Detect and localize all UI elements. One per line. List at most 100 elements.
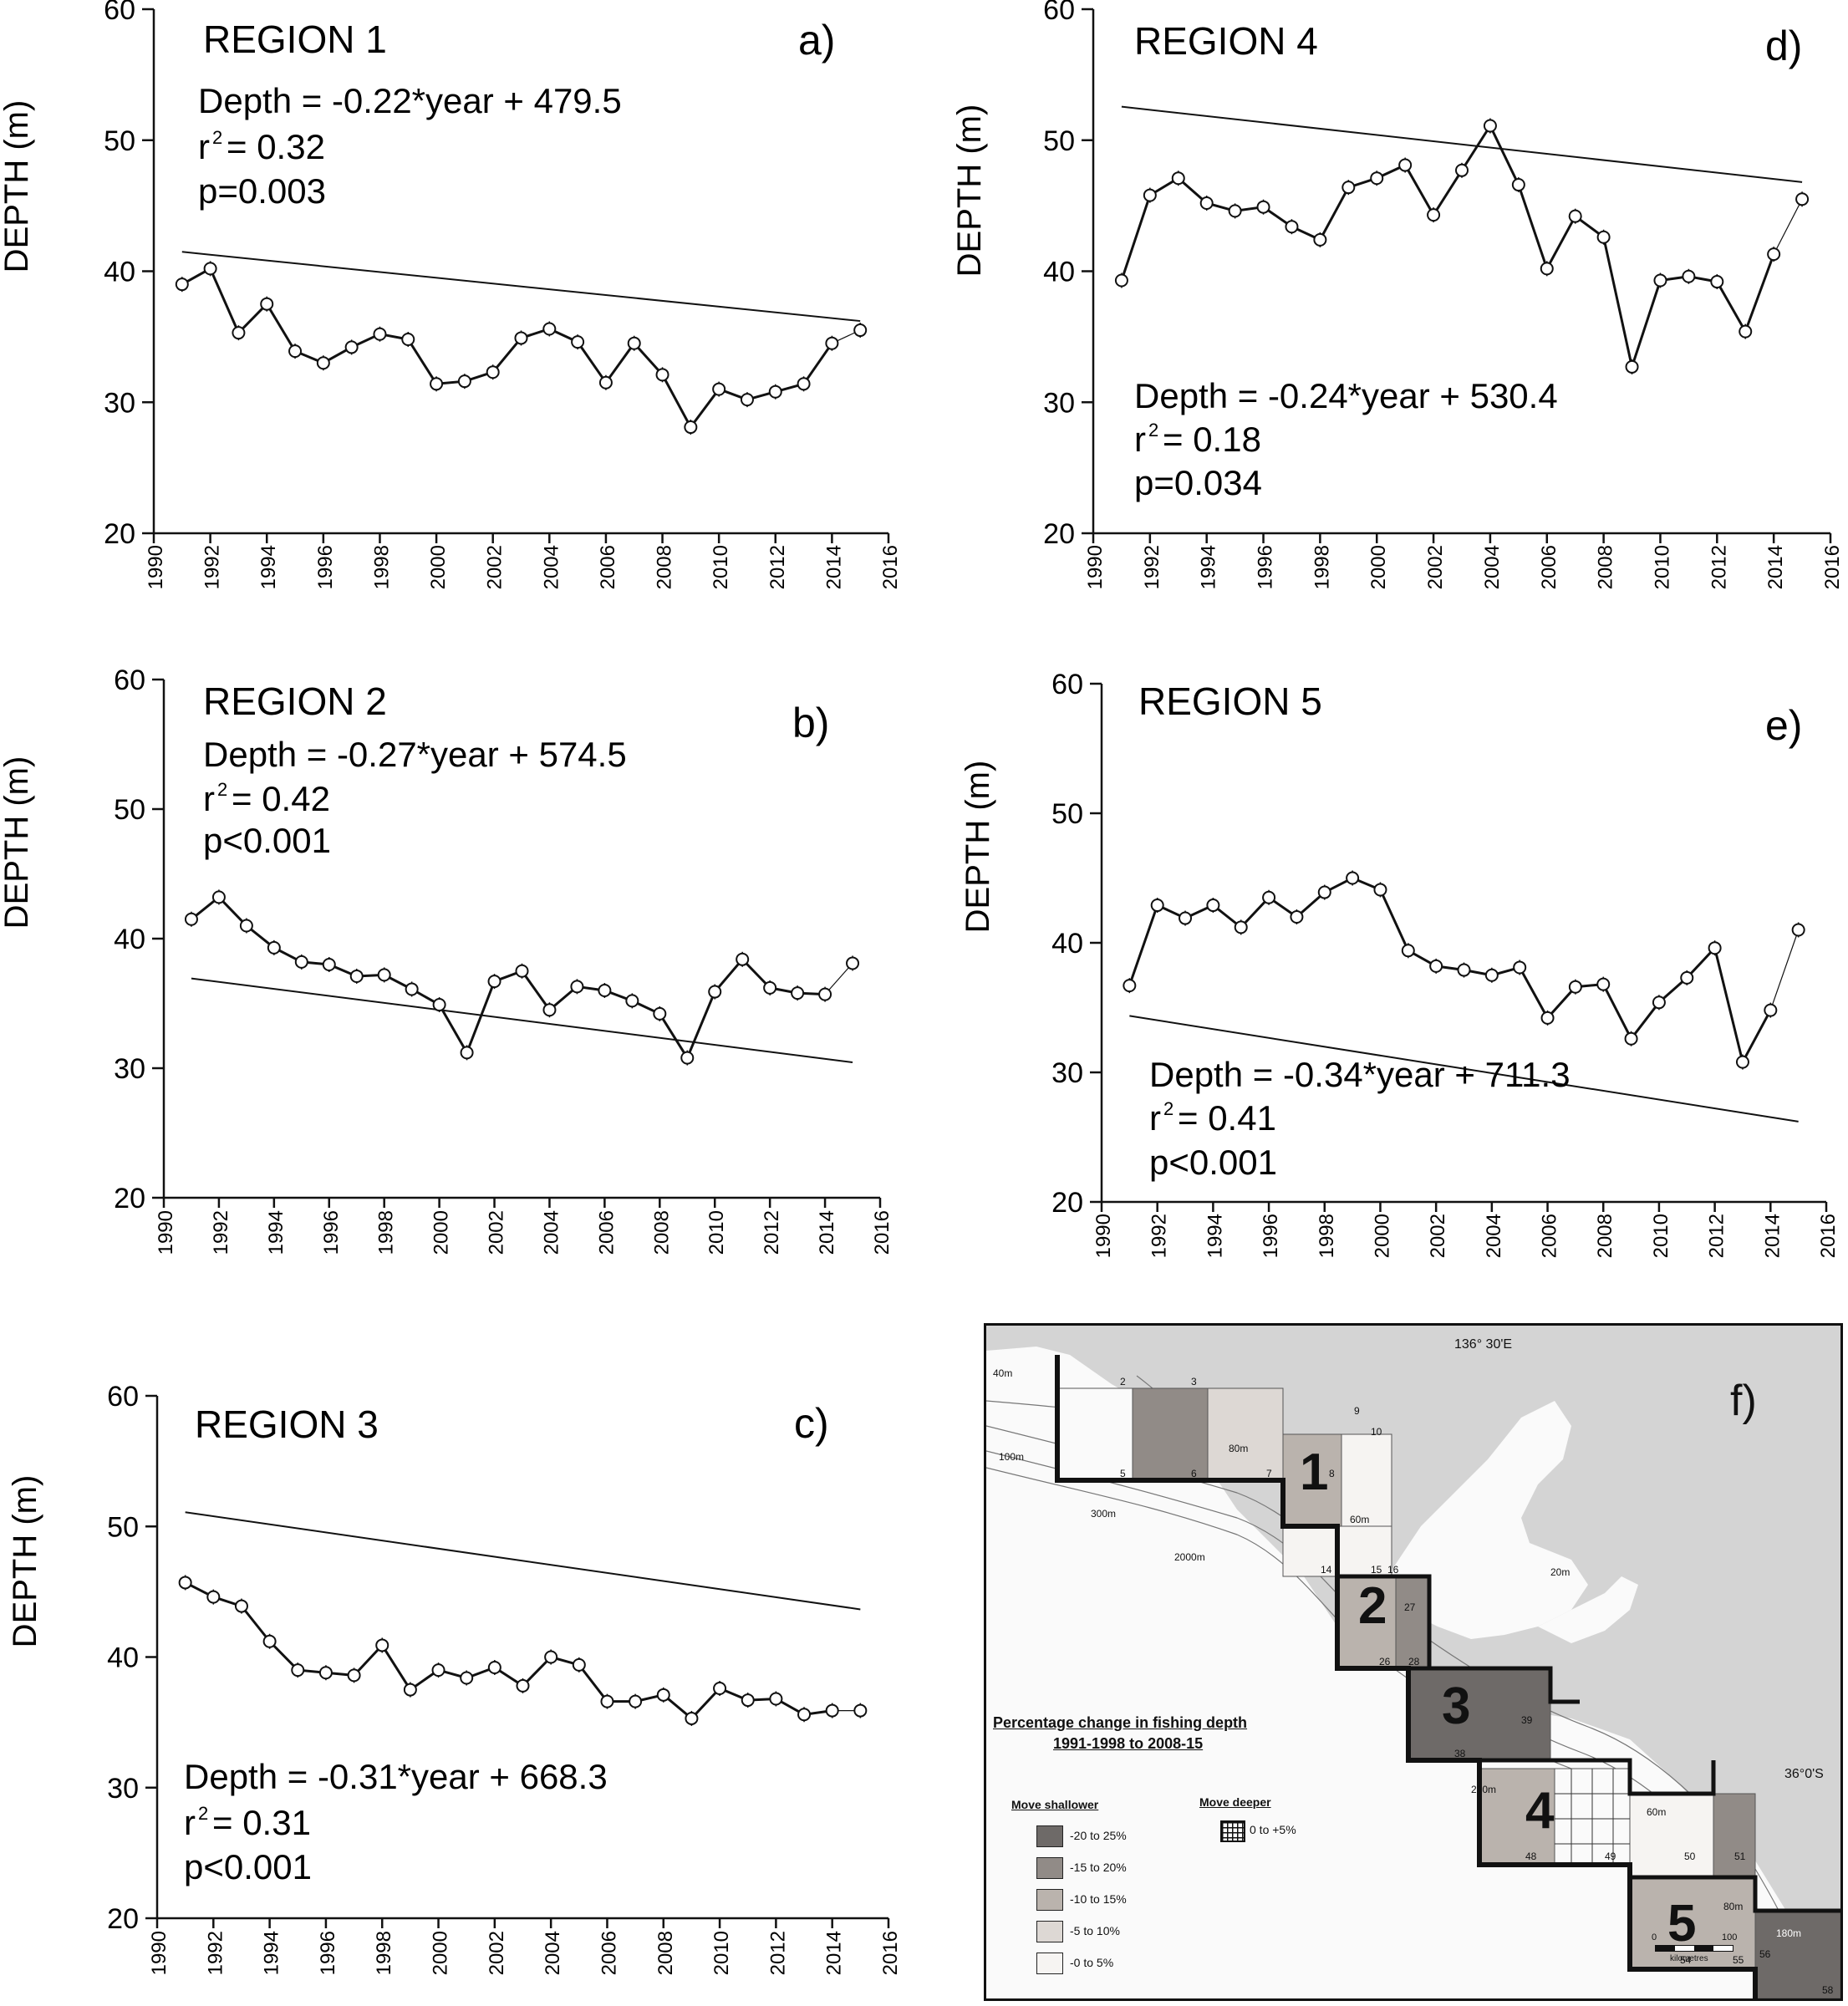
cell-number: 15 <box>1371 1564 1382 1576</box>
data-point <box>1710 275 1724 289</box>
data-point <box>1290 910 1304 924</box>
y-tick-label: 20 <box>114 1183 145 1214</box>
x-tick-label: 2000 <box>427 545 450 589</box>
data-point <box>542 322 557 336</box>
data-point <box>232 326 246 340</box>
contour-label: 60m <box>1350 1514 1370 1525</box>
data-point <box>1596 977 1611 991</box>
x-tick-label: 1994 <box>265 1210 288 1255</box>
x-tick-label: 2012 <box>766 545 789 589</box>
y-axis-label: DEPTH (m) <box>7 1475 43 1648</box>
contour-label: 300m <box>1091 1508 1117 1520</box>
data-point <box>262 1634 277 1648</box>
data-point <box>571 335 585 349</box>
data-point <box>570 980 584 994</box>
data-point <box>544 1650 558 1664</box>
cell-number: 26 <box>1379 1656 1391 1667</box>
y-tick-label: 60 <box>114 664 145 696</box>
y-tick-label: 20 <box>1051 1187 1083 1219</box>
data-point <box>515 964 529 978</box>
x-tick-label: 1992 <box>1141 545 1163 589</box>
cell-number: 2 <box>1120 1376 1126 1387</box>
y-tick-label: 50 <box>1043 125 1075 157</box>
data-point <box>627 336 641 350</box>
x-tick-label: 2016 <box>1821 545 1844 589</box>
data-point <box>487 1661 501 1674</box>
cell-number: 5 <box>1120 1468 1126 1479</box>
trend-line <box>1129 1015 1799 1123</box>
x-tick-label: 1990 <box>155 1210 177 1255</box>
series-line <box>191 895 826 1061</box>
cell-number: 6 <box>1191 1468 1197 1479</box>
y-tick-label: 20 <box>1043 518 1075 550</box>
data-point <box>572 1657 586 1672</box>
data-point <box>736 952 750 966</box>
data-point <box>1767 247 1781 262</box>
gulf-water-2 <box>1538 1576 1638 1643</box>
x-tick-label: 2010 <box>710 545 732 589</box>
x-tick-label: 2006 <box>598 1931 620 1975</box>
data-point <box>175 277 189 292</box>
data-point <box>1143 188 1157 202</box>
data-point <box>1346 871 1360 885</box>
cell-number: 38 <box>1454 1748 1466 1759</box>
x-tick-label: 1998 <box>375 1210 398 1255</box>
contour-label: 200m <box>1471 1784 1497 1795</box>
data-point <box>377 968 391 982</box>
data-point <box>288 344 303 359</box>
x-tick-label: 2002 <box>486 1931 508 1975</box>
cell-number: 10 <box>1371 1426 1382 1438</box>
y-tick-label: 60 <box>1051 669 1083 700</box>
data-point <box>1652 995 1666 1010</box>
data-point <box>211 890 226 904</box>
data-point <box>598 375 613 389</box>
x-tick-label: 2002 <box>486 1210 508 1255</box>
trend-line <box>185 1511 861 1611</box>
regression-equation: Depth = -0.34*year + 711.3 <box>1149 1055 1571 1094</box>
y-axis-label: DEPTH (m) <box>960 761 996 934</box>
data-point <box>1682 269 1696 283</box>
r-squared-symbol: r <box>1134 420 1146 459</box>
x-tick-label: 2012 <box>1706 1214 1728 1258</box>
data-point <box>1795 192 1810 206</box>
region-title: REGION 5 <box>1138 680 1322 723</box>
x-tick-label: 2016 <box>1817 1214 1840 1258</box>
data-point <box>797 377 811 391</box>
cell-number: 28 <box>1408 1656 1420 1667</box>
contour-label: 100m <box>999 1451 1025 1463</box>
data-point <box>1764 1003 1778 1017</box>
data-point <box>656 1688 670 1702</box>
x-tick-label: 2016 <box>871 1210 893 1255</box>
data-point <box>347 1668 361 1683</box>
data-point <box>846 956 860 970</box>
x-tick-label: 2006 <box>595 1210 618 1255</box>
data-point <box>825 336 839 350</box>
data-point <box>1739 324 1753 339</box>
series-line-last-segment <box>1773 199 1803 255</box>
r-squared-exponent: 2 <box>198 1803 208 1824</box>
region-title: REGION 2 <box>203 680 387 723</box>
data-point <box>1179 911 1193 925</box>
region-label-4: 4 <box>1525 1782 1555 1840</box>
data-point <box>267 940 281 955</box>
x-tick-label: 2010 <box>705 1210 728 1255</box>
data-point <box>1483 119 1497 133</box>
x-tick-label: 1996 <box>320 1210 343 1255</box>
data-point <box>684 420 698 435</box>
trend-line <box>191 977 853 1064</box>
data-point <box>1256 200 1270 214</box>
r-squared-value: = 0.41 <box>1178 1098 1276 1138</box>
legend-label: -15 to 20% <box>1070 1861 1127 1874</box>
data-point <box>487 975 501 989</box>
trend-line <box>181 251 861 323</box>
contour-label: 80m <box>1723 1901 1744 1912</box>
x-tick-label: 1996 <box>1255 545 1277 589</box>
data-point <box>1540 262 1554 276</box>
y-axis-label: DEPTH (m) <box>0 756 35 929</box>
legend-label: -10 to 15% <box>1070 1892 1127 1906</box>
data-point <box>239 919 253 933</box>
p-value: p<0.001 <box>184 1847 312 1886</box>
r-squared-value: = 0.18 <box>1163 420 1261 459</box>
x-tick-label: 2010 <box>710 1931 733 1975</box>
x-tick-label: 1994 <box>1198 545 1220 589</box>
